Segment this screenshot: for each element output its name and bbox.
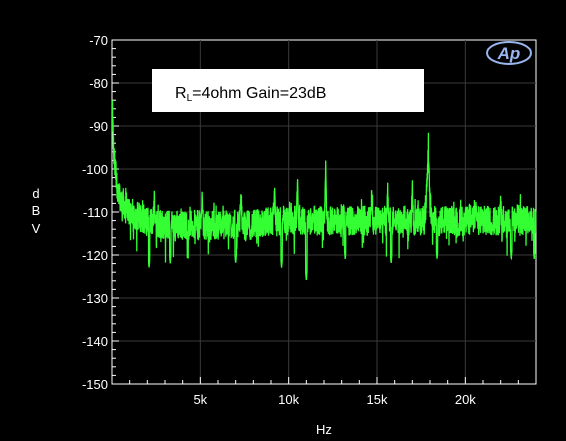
y-tick-label: -150: [82, 377, 108, 392]
x-axis-label: Hz: [316, 422, 332, 437]
x-axis-ticks: 5k 10k 15k 20k: [193, 377, 476, 407]
x-tick-label: 20k: [455, 392, 476, 407]
annotation-text: RL=4ohm Gain=23dB: [175, 85, 326, 104]
y-tick-label: -70: [89, 33, 108, 48]
annotation-subscript: L: [187, 93, 193, 104]
x-tick-label: 5k: [193, 392, 207, 407]
annotation-prefix: R: [175, 85, 187, 102]
y-tick-label: -90: [89, 119, 108, 134]
y-tick-label: -140: [82, 334, 108, 349]
y-tick-label: -100: [82, 162, 108, 177]
y-tick-label: -80: [89, 76, 108, 91]
annotation-box: RL=4ohm Gain=23dB: [152, 69, 424, 112]
y-axis-label-v: V: [32, 221, 41, 236]
ap-logo: Ap: [486, 41, 532, 65]
annotation-box-background: [152, 69, 424, 112]
spectrum-series-line: [111, 100, 537, 281]
ap-logo-text: Ap: [497, 44, 521, 63]
y-axis-ticks: -70 -80 -90 -100 -110 -120 -130 -140 -150: [82, 33, 119, 392]
y-tick-label: -110: [83, 205, 108, 220]
ap-logo-ellipse: [486, 41, 532, 65]
y-axis-label: d B V: [32, 186, 41, 236]
x-tick-label: 15k: [367, 392, 388, 407]
annotation-main-text: =4ohm Gain=23dB: [192, 85, 326, 102]
y-axis-label-d: d: [32, 186, 39, 201]
y-axis-label-b: B: [32, 203, 41, 218]
y-tick-label: -130: [82, 291, 108, 306]
x-tick-label: 10k: [278, 392, 299, 407]
y-tick-label: -120: [82, 248, 108, 263]
